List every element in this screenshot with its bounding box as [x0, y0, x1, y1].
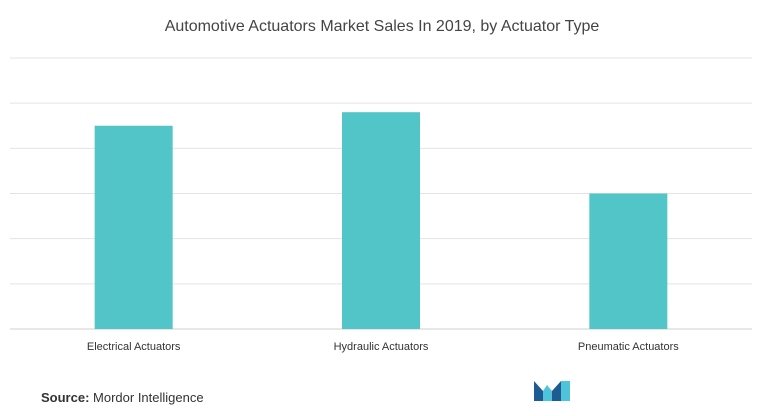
source-label: Source:: [41, 390, 90, 405]
bar-hydraulic-actuators: [342, 112, 420, 329]
source-note: Source: Mordor Intelligence: [41, 390, 204, 405]
source-value: Mordor Intelligence: [93, 390, 204, 405]
bars: [94, 112, 668, 329]
x-tick-label: Pneumatic Actuators: [578, 341, 679, 353]
x-tick-label: Electrical Actuators: [87, 341, 181, 353]
chart-title: Automotive Actuators Market Sales In 201…: [164, 18, 600, 35]
bar-pneumatic-actuators: [589, 193, 668, 329]
x-axis-labels: Electrical Actuators Hydraulic Actuators P…: [87, 341, 679, 353]
x-tick-label: Hydraulic Actuators: [334, 341, 429, 353]
bar-electrical-actuators: [94, 125, 173, 329]
mordor-intelligence-logo-icon: [534, 381, 570, 401]
